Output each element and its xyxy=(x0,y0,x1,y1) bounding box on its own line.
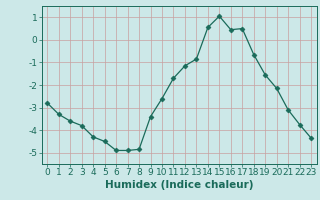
X-axis label: Humidex (Indice chaleur): Humidex (Indice chaleur) xyxy=(105,180,253,190)
